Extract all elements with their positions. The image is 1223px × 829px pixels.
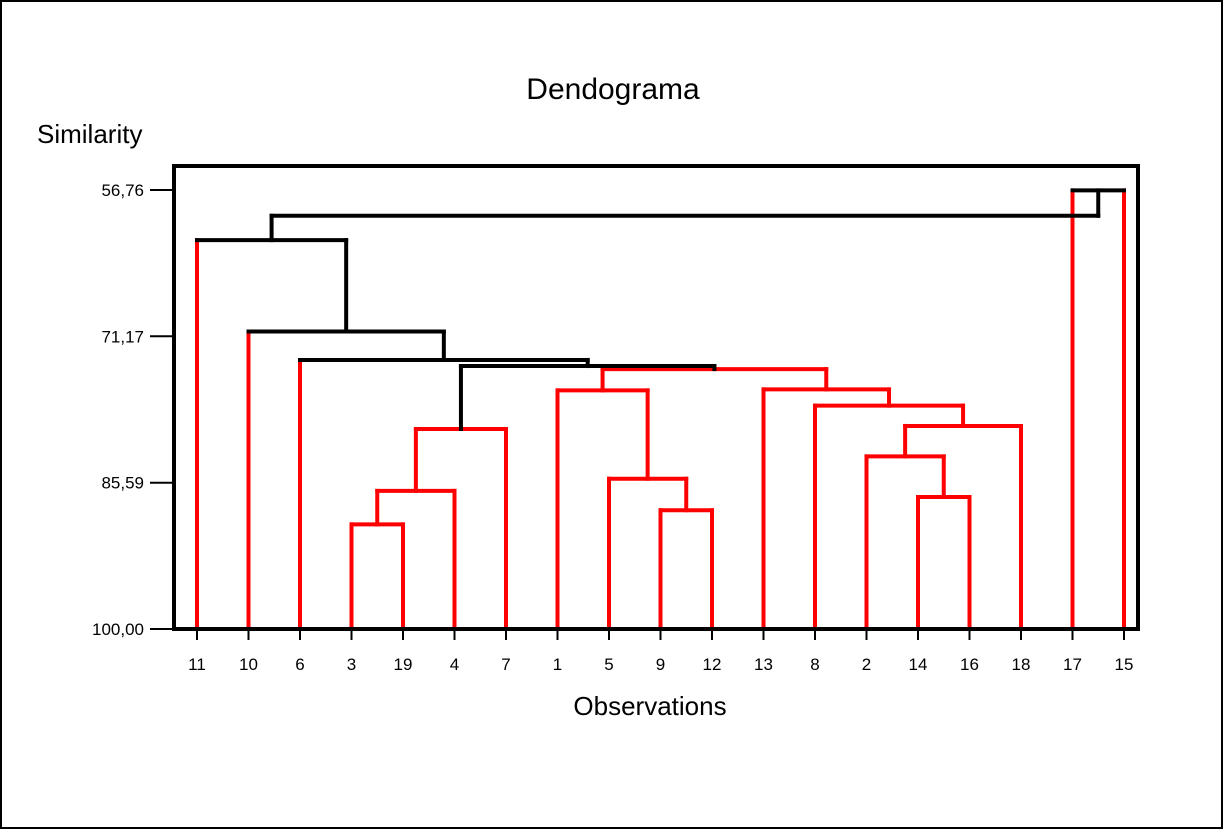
x-tick-label: 9: [656, 655, 665, 674]
x-tick-label: 2: [862, 655, 871, 674]
x-tick-label: 10: [239, 655, 258, 674]
x-tick-label: 17: [1063, 655, 1082, 674]
x-tick-label: 8: [810, 655, 819, 674]
chart-title: Dendograma: [526, 73, 700, 106]
x-tick-label: 12: [703, 655, 722, 674]
x-tick-label: 16: [960, 655, 979, 674]
y-tick-label: 85,59: [101, 474, 144, 493]
x-axis-ticks: 11 10 6 3 19 4 7 1 5 9 12 13 8 2 14 16 18 17 15: [188, 629, 1133, 674]
plot-area-frame: [172, 164, 1140, 631]
y-tick-label: 71,17: [101, 327, 144, 346]
x-tick-label: 3: [347, 655, 356, 674]
y-axis-ticks: 56,76 71,17 85,59 100,00: [92, 181, 174, 639]
x-tick-label: 13: [754, 655, 773, 674]
x-tick-label: 18: [1012, 655, 1031, 674]
x-axis-label: Observations: [573, 691, 726, 721]
y-tick-label: 100,00: [92, 620, 144, 639]
x-tick-label: 7: [501, 655, 510, 674]
y-axis-label: Similarity: [37, 119, 142, 149]
x-tick-label: 11: [188, 655, 206, 674]
x-tick-label: 6: [295, 655, 304, 674]
x-tick-label: 5: [604, 655, 613, 674]
x-tick-label: 4: [450, 655, 459, 674]
y-tick-label: 56,76: [101, 181, 144, 200]
dendrogram-links: [195, 188, 1126, 631]
x-tick-label: 19: [394, 655, 413, 674]
x-tick-label: 14: [909, 655, 928, 674]
x-tick-label: 1: [553, 655, 562, 674]
x-tick-label: 15: [1115, 655, 1134, 674]
